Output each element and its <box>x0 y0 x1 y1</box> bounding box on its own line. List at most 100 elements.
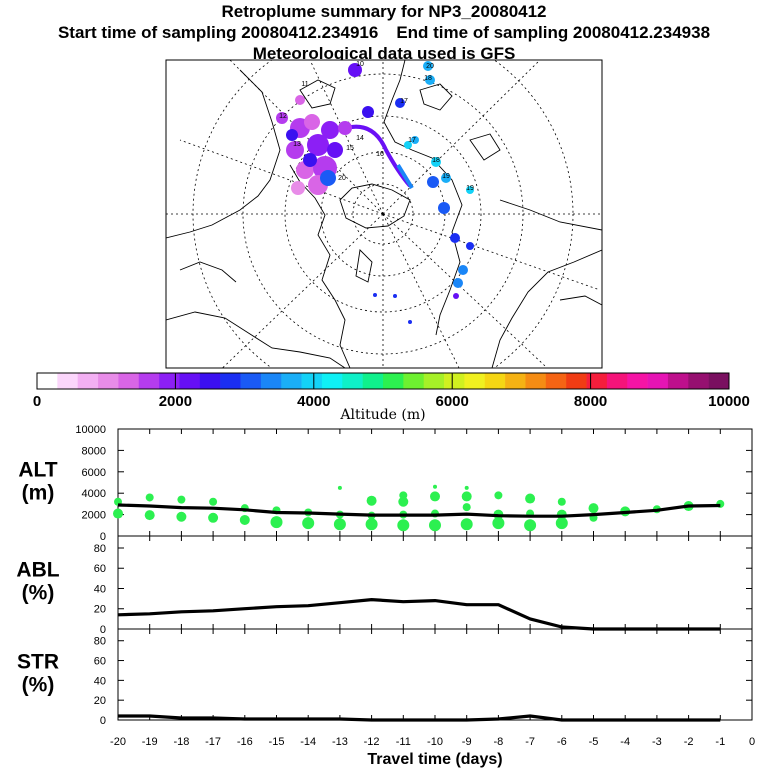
cluster-point <box>365 518 378 531</box>
met-data-line: Meteorological data used is GFS <box>252 44 516 63</box>
colorbar-swatch <box>118 373 140 389</box>
plot-title: Retroplume summary for NP3_20080412 <box>221 2 547 21</box>
lat-circle <box>284 115 482 313</box>
cluster-point <box>494 491 503 500</box>
trajectory-marker <box>295 95 305 105</box>
colorbar-tick-label: 0 <box>33 393 41 410</box>
trajectory-marker <box>438 202 450 214</box>
colorbar-swatch <box>667 373 689 389</box>
y-tick-label: 40 <box>94 583 106 595</box>
cluster-point <box>239 514 250 525</box>
cluster-point <box>429 519 441 532</box>
meridian <box>382 213 601 291</box>
sampling-time-line: Start time of sampling 20080412.234916 En… <box>0 24 768 42</box>
series-line <box>117 598 721 631</box>
x-tick-label: -19 <box>142 736 158 748</box>
panel-title: ALT <box>18 459 57 482</box>
trajectory-marker <box>307 134 329 156</box>
colorbar-swatch <box>383 373 404 389</box>
cluster-point <box>555 517 568 530</box>
colorbar-title: Altitude (m) <box>339 407 425 423</box>
y-tick-label: 2000 <box>82 510 106 522</box>
meridians <box>166 60 602 368</box>
y-tick-label: 6000 <box>82 467 106 479</box>
time-series-panels: 0200040006000800010000ALT(m)020406080ABL… <box>16 424 755 768</box>
trajectory-path <box>339 124 412 188</box>
trajectory-day-label: 13 <box>293 141 301 148</box>
colorbar-swatch <box>342 373 363 389</box>
cluster-point <box>302 517 315 530</box>
trajectory-marker <box>338 121 352 135</box>
colorbar-swatch <box>545 373 567 389</box>
cluster-point <box>464 485 469 490</box>
x-tick-label: -4 <box>620 736 630 748</box>
series-line <box>117 503 721 518</box>
cluster-point <box>177 495 186 504</box>
panel-frame <box>117 628 753 721</box>
trajectory-marker <box>425 75 435 85</box>
trajectory-marker <box>441 173 451 183</box>
meridian <box>382 213 460 368</box>
cluster-point <box>430 491 440 502</box>
y-tick-label: 60 <box>94 563 106 575</box>
trajectory-day-label: 18 <box>424 75 432 82</box>
x-tick-label: -7 <box>525 736 535 748</box>
x-tick-label: -13 <box>332 736 348 748</box>
colorbar-swatch <box>220 373 241 389</box>
cluster-point <box>433 484 437 489</box>
colorbar-swatch <box>240 373 262 389</box>
colorbar-swatch <box>98 373 119 389</box>
coastlines <box>166 60 602 368</box>
colorbar-tick-label: 2000 <box>159 393 192 410</box>
coastline <box>559 295 602 306</box>
panel-frame <box>117 535 753 630</box>
trajectory-marker <box>320 170 336 186</box>
colorbar-swatch <box>159 373 180 389</box>
cluster-point <box>460 518 473 531</box>
panel-title: ABL <box>16 559 59 582</box>
trajectory-marker <box>427 176 439 188</box>
start-time: Start time of sampling 20080412.234916 <box>57 23 379 42</box>
x-tick-label: -2 <box>684 736 694 748</box>
colorbar-swatch <box>260 373 282 389</box>
cluster-point <box>398 496 409 507</box>
trajectory-marker <box>286 129 298 141</box>
cluster-point <box>588 503 599 514</box>
trajectory-day-label: 18 <box>432 157 440 164</box>
y-tick-label: 20 <box>94 604 106 616</box>
x-tick-label: -11 <box>396 736 411 748</box>
colorbar-swatch <box>281 373 302 389</box>
trajectory-marker <box>458 265 468 275</box>
y-tick-label: 10000 <box>75 424 106 436</box>
x-tick-label: -12 <box>364 736 380 748</box>
trajectory-day-label: 20 <box>426 63 434 70</box>
x-tick-label: -17 <box>205 736 221 748</box>
trajectory-marker <box>431 157 441 167</box>
x-tick-label: -18 <box>173 736 189 748</box>
colorbar-swatch <box>708 373 730 389</box>
cluster-point <box>462 503 471 512</box>
y-tick-label: 0 <box>100 715 106 727</box>
trajectory-day-label: 17 <box>408 137 416 144</box>
colorbar-swatch <box>403 373 425 389</box>
trajectory-marker <box>423 61 433 71</box>
colorbar-swatch <box>138 373 160 389</box>
cluster-point <box>492 517 505 530</box>
trajectory-marker <box>321 121 339 139</box>
trajectory-marker <box>348 63 362 77</box>
panel-unit: (%) <box>22 674 55 697</box>
trajectory-path <box>396 163 414 190</box>
meridian <box>382 213 548 368</box>
colorbar-swatch <box>484 373 506 389</box>
coastline <box>469 133 501 161</box>
x-tick-label: -16 <box>237 736 253 748</box>
colorbar-swatch <box>321 373 343 389</box>
trajectory-marker <box>303 153 317 167</box>
trajectory-marker <box>393 294 397 298</box>
cluster-point <box>366 495 377 506</box>
panel-alt: 0 2000 4000 6000 8000 10000 ALT(m) <box>18 424 753 543</box>
trajectory-marker <box>276 112 288 124</box>
x-tick-label: -8 <box>494 736 504 748</box>
